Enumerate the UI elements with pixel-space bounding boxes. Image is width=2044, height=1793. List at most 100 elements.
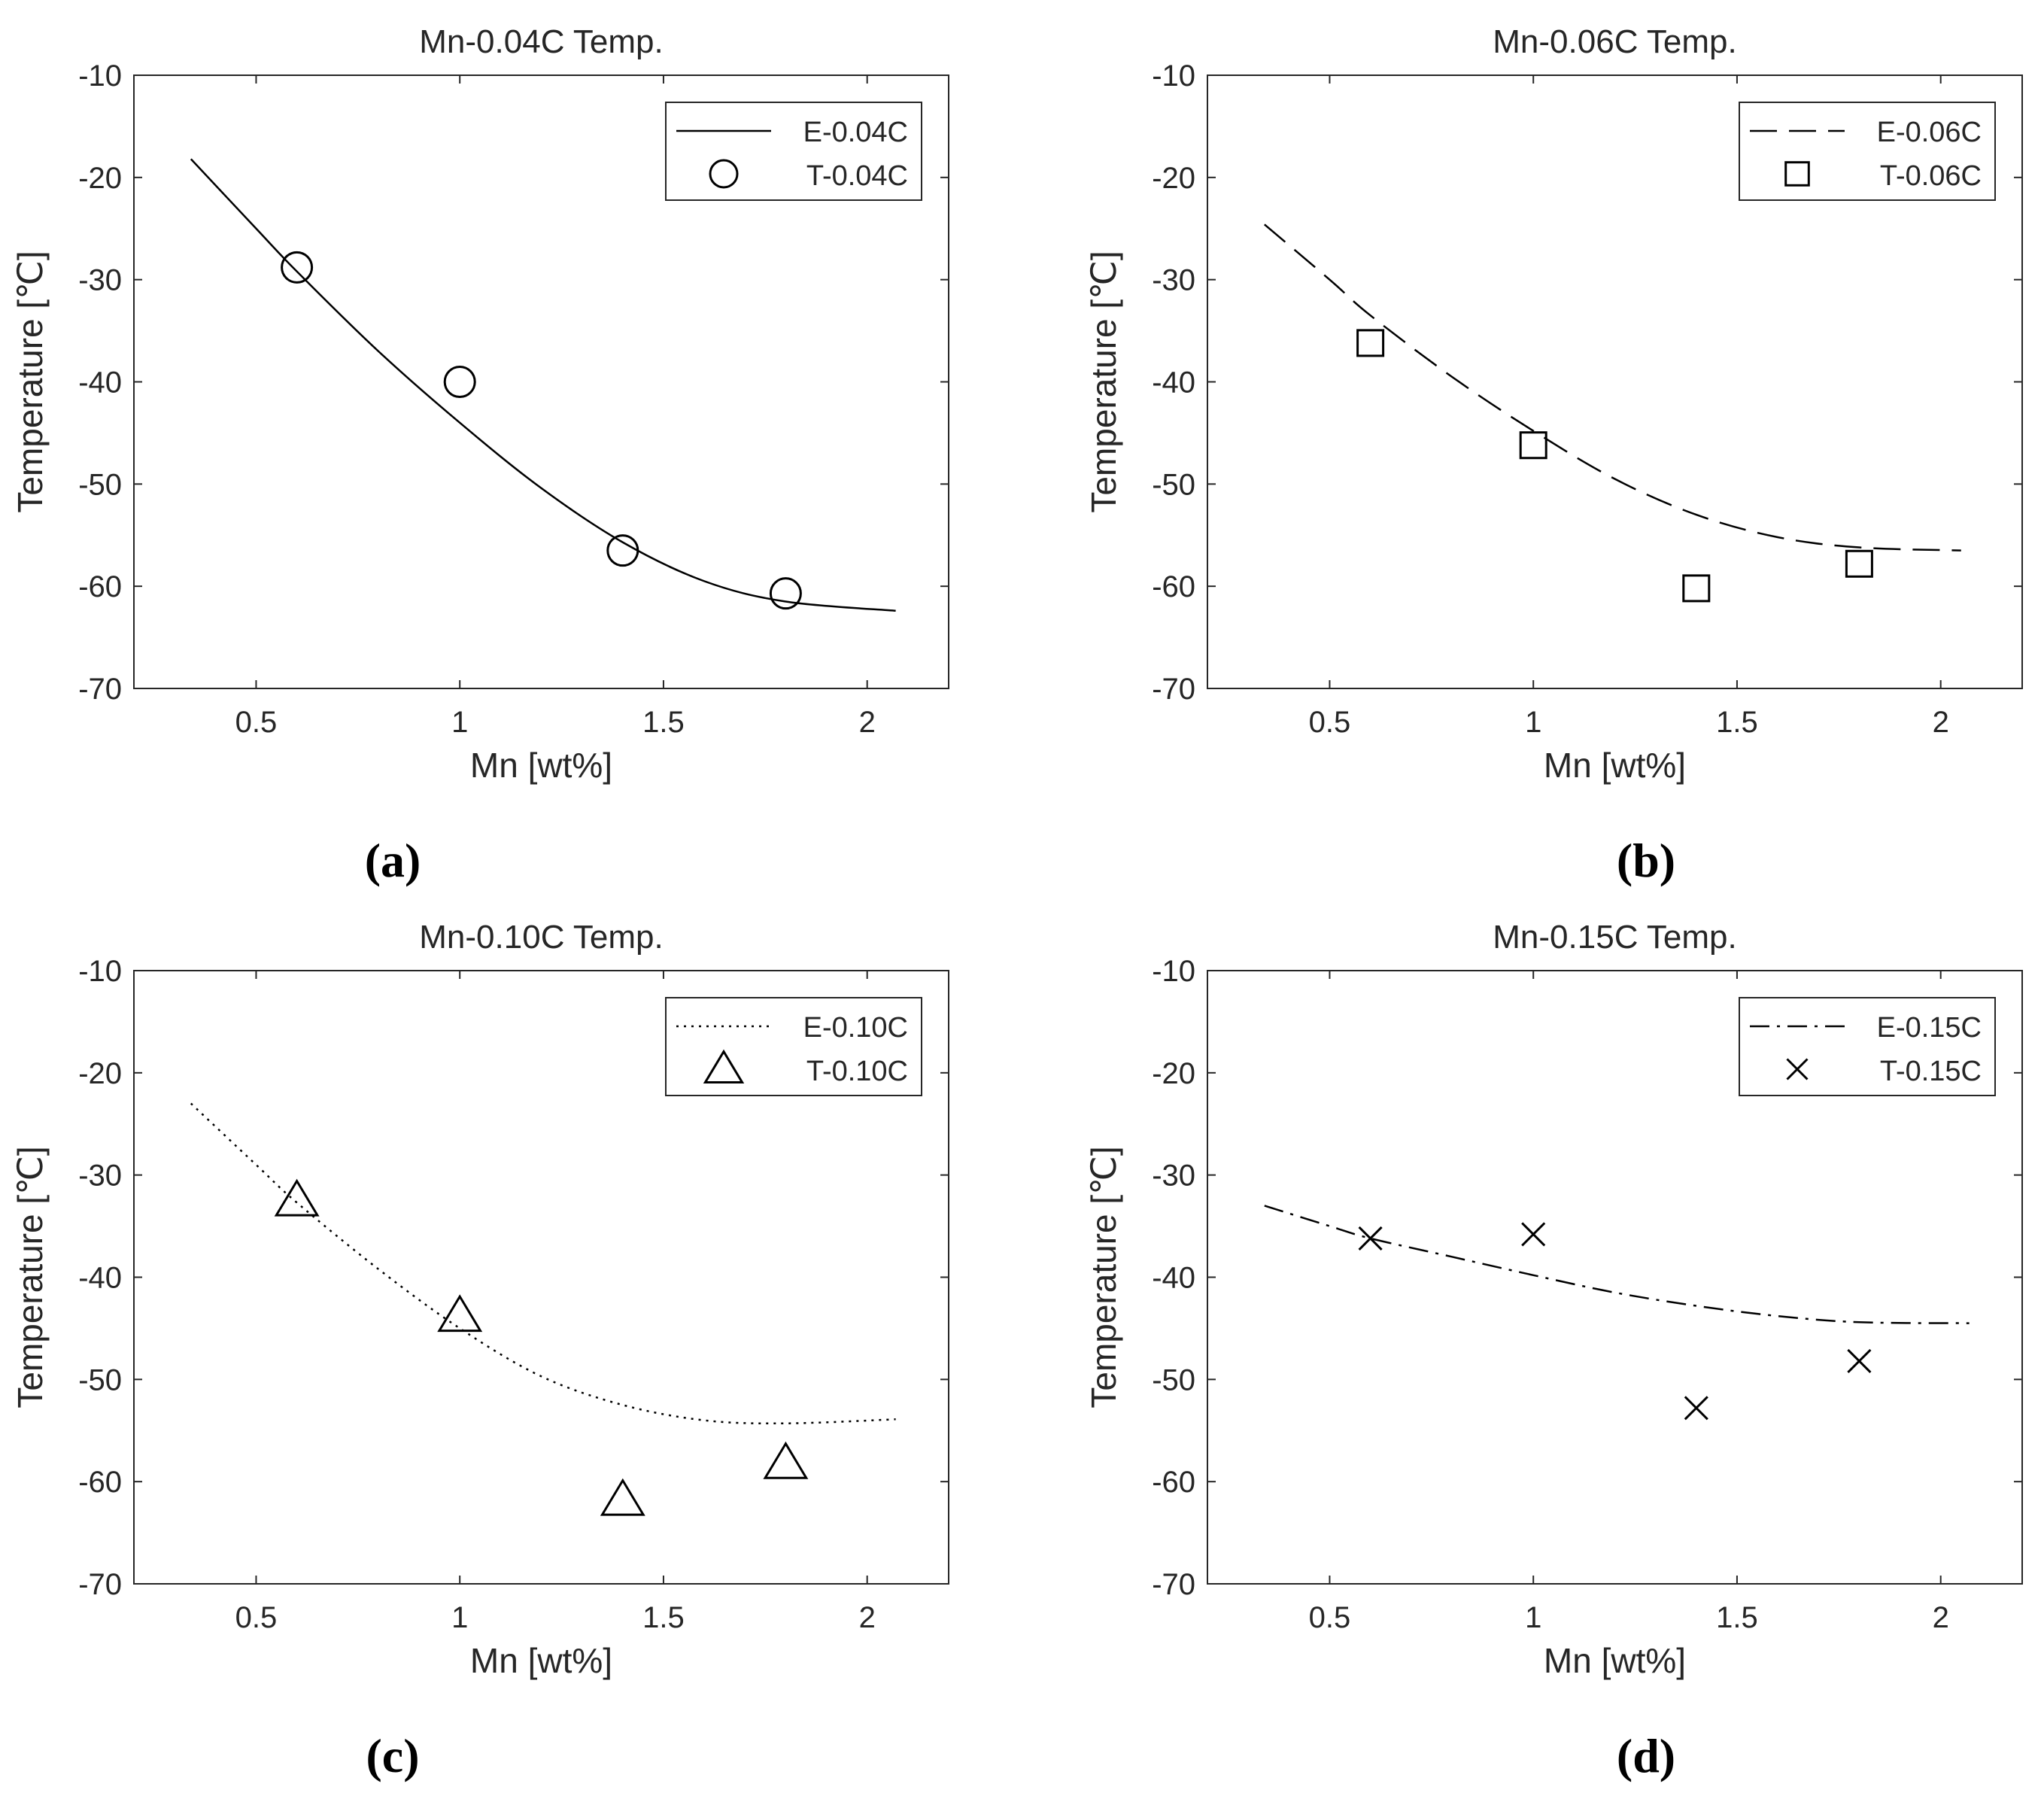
y-tick-label: -20 (1152, 1057, 1195, 1090)
y-axis-label: Temperature [℃] (11, 1146, 50, 1408)
panel-caption: (d) (1617, 1729, 1675, 1782)
legend-marker-swatch (1786, 1058, 1809, 1080)
data-point-T-0.04C (443, 366, 476, 398)
legend-label: T-0.04C (806, 160, 908, 192)
y-axis-label: Temperature [℃] (1084, 251, 1123, 512)
legend-box (1739, 102, 1996, 201)
series-line-E-0.04C (190, 158, 896, 612)
chart-title: Mn-0.15C Temp. (1493, 919, 1736, 956)
y-tick-label: -30 (1152, 264, 1195, 297)
y-axis-label: Temperature [℃] (11, 251, 50, 512)
chart-title: Mn-0.04C Temp. (419, 23, 663, 60)
y-tick-label: -50 (1152, 468, 1195, 501)
x-tick-label: 1.5 (642, 1601, 685, 1634)
data-point-T-0.06C (1682, 574, 1711, 603)
legend-label: E-0.04C (803, 117, 908, 148)
legend-box (1739, 997, 1996, 1096)
y-tick-label: -60 (1152, 570, 1195, 603)
x-tick-label: 0.5 (1309, 1601, 1351, 1634)
series-line-E-0.15C (1264, 1205, 1970, 1324)
x-tick-label: 1.5 (1716, 706, 1758, 739)
legend-label: E-0.10C (803, 1012, 908, 1044)
y-tick-label: -40 (78, 1262, 122, 1295)
y-tick-label: -60 (1152, 1466, 1195, 1499)
chart-title: Mn-0.10C Temp. (419, 919, 663, 956)
data-point-T-0.06C (1845, 549, 1873, 578)
data-point-T-0.10C (600, 1478, 645, 1516)
data-point-T-0.10C (437, 1294, 483, 1333)
chart-panel-d: 0.5 1 1.5 2 -70 -60 -50 -40 -30 -20 -10 Mn-0.15C Te… (1084, 919, 2023, 1782)
data-point-T-0.04C (281, 251, 314, 284)
y-tick-label: -70 (1152, 1568, 1195, 1601)
x-tick-label: 2 (859, 706, 876, 739)
y-tick-label: -70 (78, 1568, 122, 1601)
y-tick-label: -50 (78, 468, 122, 501)
legend-label: E-0.06C (1877, 117, 1982, 148)
legend-label: T-0.15C (1880, 1056, 1982, 1087)
data-point-T-0.04C (769, 577, 802, 610)
y-tick-label: -20 (78, 1057, 122, 1090)
series-line-E-0.06C (1264, 223, 1961, 552)
legend: E-0.04C T-0.04C (665, 102, 922, 201)
y-tick-label: -20 (78, 162, 122, 195)
panel-caption: (a) (365, 834, 421, 887)
y-axis-label: Temperature [℃] (1084, 1146, 1123, 1408)
x-tick-label: 0.5 (235, 1601, 278, 1634)
x-axis-label: Mn [wt%] (1544, 1641, 1686, 1680)
chart-panel-b: 0.5 1 1.5 2 -70 -60 -50 -40 -30 -20 -10 Mn-0.06C Te… (1084, 23, 2023, 887)
panel-caption: (b) (1617, 834, 1675, 887)
y-tick-label: -20 (1152, 162, 1195, 195)
y-tick-label: -40 (78, 366, 122, 400)
chart-title: Mn-0.06C Temp. (1493, 23, 1736, 60)
data-point-T-0.15C (1847, 1348, 1872, 1373)
legend-label: E-0.15C (1877, 1012, 1982, 1044)
y-tick-label: -50 (1152, 1363, 1195, 1396)
x-tick-label: 2 (1933, 706, 1949, 739)
y-tick-label: -40 (1152, 366, 1195, 400)
x-tick-label: 1.5 (642, 706, 685, 739)
y-tick-label: -10 (1152, 59, 1195, 93)
y-tick-label: -70 (1152, 673, 1195, 706)
legend-marker-swatch (703, 1049, 745, 1084)
y-tick-label: -10 (1152, 955, 1195, 988)
y-tick-label: -50 (78, 1363, 122, 1396)
y-tick-label: -40 (1152, 1262, 1195, 1295)
panel-caption: (c) (366, 1729, 419, 1782)
x-tick-label: 2 (859, 1601, 876, 1634)
x-tick-label: 1 (1525, 706, 1541, 739)
x-tick-label: 0.5 (235, 706, 278, 739)
y-tick-label: -30 (78, 1159, 122, 1193)
data-point-T-0.06C (1519, 431, 1547, 460)
y-tick-label: -60 (78, 570, 122, 603)
data-point-T-0.10C (274, 1178, 320, 1217)
y-tick-label: -30 (1152, 1159, 1195, 1193)
x-axis-label: Mn [wt%] (470, 746, 612, 785)
chart-panel-a: 0.5 1 1.5 2 -70 -60 -50 -40 -30 -20 -10 Mn-0.04C Te… (11, 23, 949, 887)
legend-box (665, 102, 922, 201)
legend-label: T-0.06C (1880, 160, 1982, 192)
data-point-T-0.10C (763, 1441, 809, 1479)
data-point-T-0.04C (606, 534, 639, 567)
y-tick-label: -10 (78, 59, 122, 93)
y-tick-label: -10 (78, 955, 122, 988)
data-point-T-0.15C (1684, 1396, 1708, 1421)
y-tick-label: -60 (78, 1466, 122, 1499)
legend-label: T-0.10C (806, 1056, 908, 1087)
x-tick-label: 0.5 (1309, 706, 1351, 739)
legend: E-0.15C T-0.15C (1739, 997, 1996, 1096)
legend: E-0.10C T-0.10C (665, 997, 922, 1096)
x-axis-label: Mn [wt%] (470, 1641, 612, 1680)
x-tick-label: 2 (1933, 1601, 1949, 1634)
series-line-E-0.10C (190, 1102, 896, 1425)
y-tick-label: -70 (78, 673, 122, 706)
x-axis-label: Mn [wt%] (1544, 746, 1686, 785)
data-point-T-0.15C (1358, 1226, 1383, 1251)
legend: E-0.06C T-0.06C (1739, 102, 1996, 201)
x-tick-label: 1 (1525, 1601, 1541, 1634)
x-tick-label: 1 (451, 1601, 468, 1634)
data-point-T-0.15C (1521, 1222, 1546, 1247)
data-point-T-0.06C (1356, 329, 1385, 357)
legend-marker-swatch (709, 159, 739, 189)
chart-panel-c: 0.5 1 1.5 2 -70 -60 -50 -40 -30 -20 -10 Mn-0.10C Te… (11, 919, 949, 1782)
